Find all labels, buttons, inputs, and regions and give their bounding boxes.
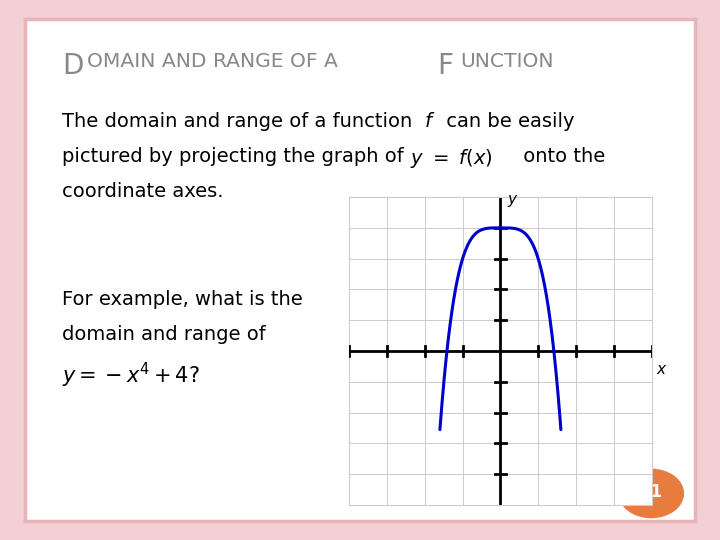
Text: pictured by projecting the graph of: pictured by projecting the graph of — [62, 147, 410, 166]
Text: OMAIN AND RANGE OF A: OMAIN AND RANGE OF A — [87, 51, 345, 71]
Text: domain and range of: domain and range of — [62, 325, 266, 344]
Text: can be easily: can be easily — [441, 112, 575, 131]
Text: $y \ = \ f(x)$: $y \ = \ f(x)$ — [410, 147, 492, 170]
Text: F: F — [438, 51, 454, 79]
Text: x: x — [657, 362, 665, 377]
Text: y: y — [507, 192, 516, 207]
Text: $f$: $f$ — [424, 112, 436, 131]
Circle shape — [619, 469, 683, 517]
Text: $y = -x^4 + 4$?: $y = -x^4 + 4$? — [62, 360, 200, 389]
Text: For example, what is the: For example, what is the — [62, 290, 303, 309]
Text: The domain and range of a function: The domain and range of a function — [62, 112, 418, 131]
Text: 21: 21 — [639, 483, 663, 502]
Text: UNCTION: UNCTION — [461, 51, 554, 71]
Text: coordinate axes.: coordinate axes. — [62, 182, 223, 201]
Text: D: D — [62, 51, 84, 79]
Text: onto the: onto the — [518, 147, 606, 166]
